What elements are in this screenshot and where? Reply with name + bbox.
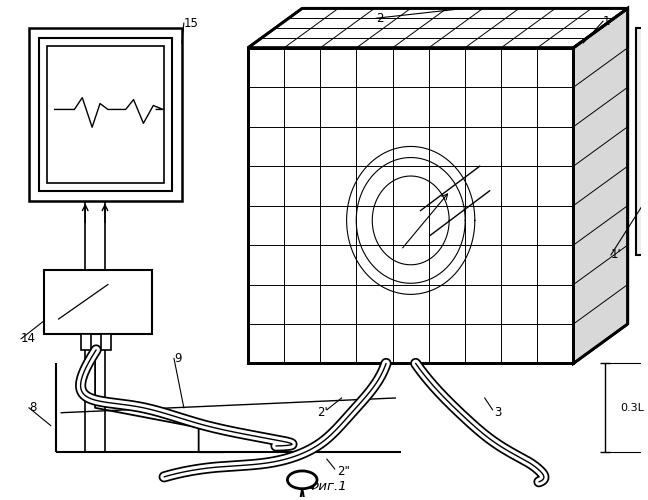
Text: 3: 3 [494, 406, 502, 419]
Bar [636, 28, 648, 256]
Text: 0.3L: 0.3L [620, 403, 643, 413]
Ellipse shape [288, 471, 317, 488]
Bar [643, 68, 648, 78]
Bar [643, 182, 648, 192]
Text: 2': 2' [317, 406, 328, 419]
Bar [47, 46, 164, 183]
Text: 2": 2" [337, 466, 350, 478]
Bar [39, 38, 172, 191]
Text: Фиг.1: Фиг.1 [307, 480, 347, 493]
Text: 9: 9 [174, 352, 181, 365]
Polygon shape [573, 8, 628, 364]
Bar [81, 334, 91, 349]
Text: 1': 1' [611, 248, 621, 262]
Text: 2: 2 [376, 12, 384, 24]
Bar [248, 48, 573, 364]
Bar [643, 126, 648, 136]
Text: 14: 14 [21, 332, 36, 345]
Text: 15: 15 [184, 16, 199, 30]
Bar [44, 270, 152, 334]
Bar [248, 48, 573, 364]
Bar [29, 28, 182, 201]
Text: 8: 8 [29, 402, 36, 414]
Text: 1: 1 [603, 14, 610, 28]
Bar [101, 334, 111, 349]
Polygon shape [248, 8, 628, 48]
